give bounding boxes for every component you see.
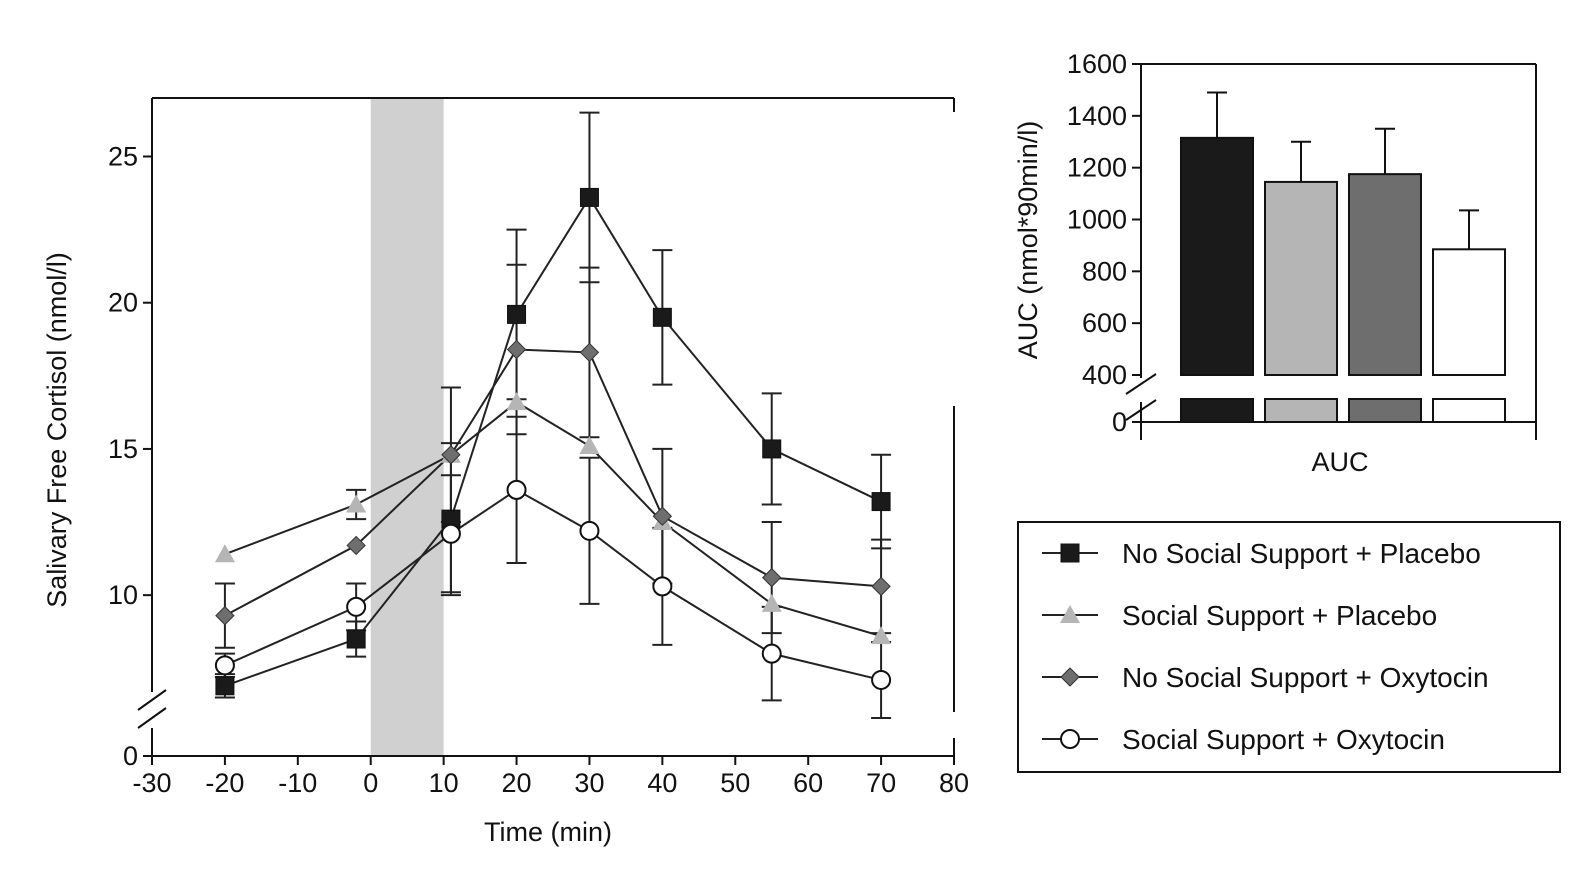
chart-legend: No Social Support + Placebo Social Suppor… bbox=[1017, 521, 1561, 773]
bar-stub-social-support-placebo bbox=[1264, 398, 1338, 423]
data-point-social-support-oxytocin bbox=[214, 655, 235, 676]
data-point-social-support-placebo bbox=[506, 392, 527, 411]
bar-axis-break-mark bbox=[1125, 373, 1157, 395]
legend-item-social-support-oxytocin: Social Support + Oxytocin bbox=[1042, 724, 1445, 755]
data-point-no-social-support-placebo bbox=[652, 307, 672, 327]
bar-y-tick-label: 1200 bbox=[1067, 153, 1127, 183]
x-tick-label: -20 bbox=[205, 768, 244, 798]
bar-y-tick-label: 1400 bbox=[1067, 101, 1127, 131]
bar-y-tick-label: 400 bbox=[1082, 360, 1127, 390]
axis-break-mark bbox=[137, 707, 167, 729]
legend-item-social-support-placebo: Social Support + Placebo bbox=[1042, 600, 1437, 631]
data-point-social-support-placebo bbox=[214, 544, 235, 563]
legend-marker bbox=[1060, 543, 1080, 563]
legend-marker bbox=[1060, 605, 1080, 623]
data-point-no-social-support-placebo bbox=[871, 492, 891, 512]
bar-social-support-placebo bbox=[1264, 180, 1338, 376]
y-axis-title: Salivary Free Cortisol (nmol/l) bbox=[42, 252, 72, 608]
line-chart-frame bbox=[137, 97, 955, 757]
bar-y-tick-label: 0 bbox=[1112, 407, 1127, 437]
bar-stub-no-social-support-oxytocin bbox=[1348, 398, 1422, 423]
series-line-no-social-support-oxytocin bbox=[224, 348, 882, 617]
data-point-no-social-support-oxytocin bbox=[579, 342, 600, 363]
x-tick-label: 80 bbox=[939, 768, 969, 798]
x-tick-label: 30 bbox=[574, 768, 604, 798]
data-point-no-social-support-placebo bbox=[215, 676, 235, 696]
data-point-no-social-support-oxytocin bbox=[652, 506, 673, 526]
data-point-no-social-support-oxytocin bbox=[215, 605, 235, 626]
series-line-no-social-support-placebo bbox=[224, 195, 882, 687]
bar-no-social-support-oxytocin bbox=[1348, 173, 1422, 376]
legend-box bbox=[1017, 521, 1561, 773]
bar-stub-social-support-oxytocin bbox=[1432, 398, 1506, 423]
y-tick-label: 20 bbox=[108, 288, 138, 318]
line-chart-series bbox=[214, 111, 892, 719]
bar-stub-no-social-support-placebo bbox=[1180, 398, 1254, 423]
bar-y-tick-label: 800 bbox=[1082, 256, 1127, 286]
bar-y-tick-label: 1600 bbox=[1067, 49, 1127, 79]
bar-no-social-support-placebo bbox=[1180, 136, 1254, 376]
data-point-social-support-oxytocin bbox=[761, 643, 782, 664]
legend-label: Social Support + Placebo bbox=[1122, 600, 1437, 631]
data-point-social-support-placebo bbox=[579, 436, 600, 455]
data-point-no-social-support-oxytocin bbox=[871, 576, 891, 597]
data-point-social-support-placebo bbox=[761, 593, 782, 612]
y-tick-label: 0 bbox=[123, 741, 138, 771]
series-line-social-support-oxytocin bbox=[224, 488, 882, 681]
bar-x-axis-title: AUC bbox=[1311, 447, 1368, 477]
line-chart-ticks: -30 -20 -10 0 10 20 30 40 50 60 70 80 0 10 15 20 25 bbox=[108, 141, 969, 798]
y-tick-label: 15 bbox=[108, 434, 138, 464]
data-point-social-support-oxytocin bbox=[579, 520, 600, 541]
data-point-social-support-placebo bbox=[871, 626, 892, 645]
x-tick-label: -30 bbox=[132, 768, 171, 798]
bar-social-support-oxytocin bbox=[1432, 248, 1506, 376]
legend-item-no-social-support-oxytocin: No Social Support + Oxytocin bbox=[1042, 662, 1489, 693]
data-point-no-social-support-placebo bbox=[346, 629, 366, 649]
legend-item-no-social-support-placebo: No Social Support + Placebo bbox=[1042, 538, 1481, 569]
data-point-no-social-support-placebo bbox=[507, 304, 527, 324]
x-tick-label: 60 bbox=[793, 768, 823, 798]
data-point-no-social-support-oxytocin bbox=[346, 535, 366, 556]
data-point-no-social-support-placebo bbox=[762, 439, 782, 459]
auc-bar-chart: 0 400 600 800 1000 1200 1400 1600 AUC AUC (nmol… bbox=[1013, 49, 1537, 477]
legend-marker bbox=[1060, 667, 1080, 687]
x-axis-title: Time (min) bbox=[484, 817, 612, 847]
bar-axis-break-mark bbox=[1125, 399, 1157, 421]
x-tick-label: 0 bbox=[363, 768, 378, 798]
series-line-social-support-placebo bbox=[224, 400, 882, 638]
data-point-social-support-oxytocin bbox=[506, 479, 527, 500]
legend-label: Social Support + Oxytocin bbox=[1122, 724, 1445, 755]
data-point-social-support-placebo bbox=[346, 494, 367, 513]
y-tick-label: 10 bbox=[108, 580, 138, 610]
data-point-no-social-support-oxytocin bbox=[441, 445, 461, 465]
data-point-no-social-support-oxytocin bbox=[506, 339, 527, 360]
x-tick-label: 50 bbox=[720, 768, 750, 798]
legend-marker bbox=[1060, 729, 1080, 749]
bar-y-tick-label: 600 bbox=[1082, 308, 1127, 338]
legend-label: No Social Support + Placebo bbox=[1122, 538, 1481, 569]
y-tick-label: 25 bbox=[108, 141, 138, 171]
cortisol-line-chart: -30 -20 -10 0 10 20 30 40 50 60 70 80 0 10 15 20 25 Time… bbox=[42, 97, 969, 847]
axis-break-mark bbox=[137, 689, 167, 711]
data-point-social-support-oxytocin bbox=[440, 523, 461, 544]
data-point-social-support-oxytocin bbox=[871, 669, 892, 690]
data-point-social-support-oxytocin bbox=[652, 576, 673, 597]
legend-label: No Social Support + Oxytocin bbox=[1122, 662, 1489, 693]
data-point-social-support-oxytocin bbox=[346, 596, 367, 617]
x-tick-label: 10 bbox=[429, 768, 459, 798]
bar-y-tick-label: 1000 bbox=[1067, 205, 1127, 235]
stress-period-shading bbox=[370, 98, 444, 756]
x-tick-label: 70 bbox=[866, 768, 896, 798]
data-point-no-social-support-placebo bbox=[579, 187, 599, 207]
data-point-no-social-support-oxytocin bbox=[762, 567, 782, 588]
x-tick-label: 20 bbox=[502, 768, 532, 798]
bar-chart-bars bbox=[1180, 91, 1506, 423]
x-tick-label: 40 bbox=[647, 768, 677, 798]
x-tick-label: -10 bbox=[278, 768, 317, 798]
bar-chart-ticks: 0 400 600 800 1000 1200 1400 1600 bbox=[1067, 49, 1141, 437]
bar-y-axis-title: AUC (nmol*90min/l) bbox=[1013, 121, 1043, 360]
